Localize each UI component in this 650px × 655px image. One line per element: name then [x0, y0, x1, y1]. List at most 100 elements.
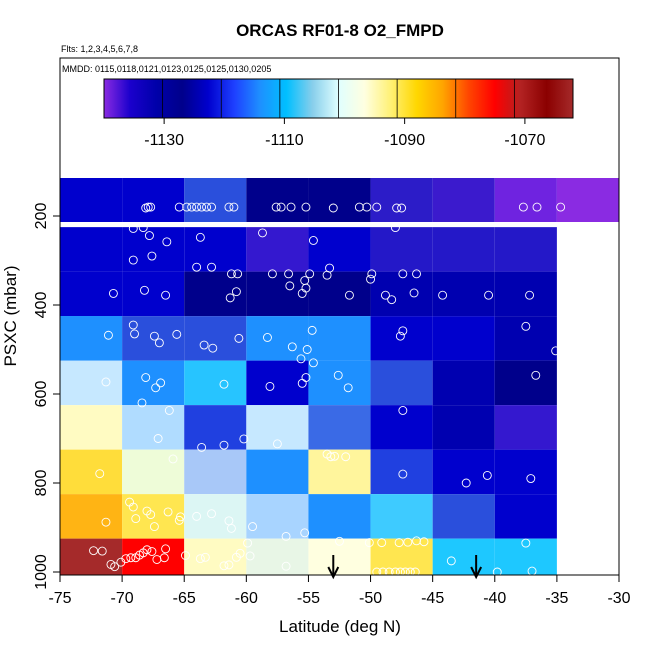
y-axis-label: PSXC (mbar)	[1, 265, 20, 366]
heatmap-cell	[494, 449, 557, 495]
x-tick-label: -65	[173, 590, 196, 607]
heatmap-cell	[246, 405, 309, 450]
heatmap-cell	[60, 449, 123, 495]
arrow-markers	[327, 555, 483, 580]
data-point	[531, 370, 541, 380]
data-point	[326, 452, 336, 462]
x-tick-label: -70	[111, 590, 134, 607]
data-point	[121, 554, 131, 564]
y-axis: 200 400 600 800 1000	[33, 203, 60, 590]
data-point	[207, 262, 217, 272]
data-point	[372, 202, 382, 212]
data-point	[521, 321, 531, 331]
x-tick-label: -60	[235, 590, 258, 607]
data-point	[398, 269, 408, 279]
heatmap-cell	[370, 360, 433, 406]
data-point	[378, 567, 388, 577]
data-point	[285, 281, 295, 291]
heatmap-cell	[494, 405, 557, 450]
data-point	[281, 561, 291, 571]
data-point	[229, 202, 239, 212]
data-point	[412, 536, 421, 546]
data-point	[137, 398, 147, 408]
data-point	[532, 202, 542, 212]
y-tick-label: 600	[33, 381, 50, 408]
y-tick-label: 200	[33, 203, 50, 230]
heatmap-cell	[494, 538, 557, 575]
data-point	[219, 440, 229, 450]
data-point	[243, 538, 253, 548]
y-tick-label: 400	[33, 292, 50, 319]
heatmap-cell	[246, 316, 309, 361]
heatmap-cell	[494, 178, 557, 222]
data-point	[192, 511, 202, 521]
data-point	[187, 202, 197, 212]
heatmap-cell	[370, 494, 433, 539]
data-point	[226, 269, 236, 279]
heatmap-cell	[184, 227, 247, 272]
heatmap-cell	[246, 178, 309, 222]
heatmap-cell	[246, 494, 309, 539]
heatmap-cell	[308, 271, 371, 317]
data-point	[192, 202, 202, 212]
data-point	[245, 551, 255, 561]
data-point	[335, 536, 344, 546]
heatmap-cell	[122, 405, 185, 450]
heatmap-cell	[370, 271, 433, 317]
data-point	[301, 283, 311, 293]
data-point	[97, 546, 107, 556]
data-point	[364, 538, 374, 548]
data-point	[403, 537, 413, 547]
data-point	[174, 515, 184, 525]
heatmap-cell	[246, 360, 309, 406]
arrow-marker	[470, 555, 483, 580]
data-point	[154, 338, 164, 348]
colorbar-tick-label: -1090	[384, 132, 425, 149]
plot-frame	[59, 57, 620, 576]
heatmap-cell	[370, 405, 433, 450]
heatmap-cell	[308, 316, 371, 361]
heatmap-cell	[370, 227, 433, 272]
data-point	[301, 202, 311, 212]
data-point	[276, 202, 286, 212]
data-point	[101, 377, 111, 387]
x-axis: -75 -70 -65 -60 -55 -50 -45 -40 -35 -30	[48, 575, 631, 607]
data-point	[377, 538, 387, 548]
data-point	[161, 544, 171, 554]
data-point	[151, 383, 161, 393]
data-point	[141, 373, 151, 382]
y-tick-label: 1000	[33, 554, 50, 590]
heatmap-cell	[308, 360, 371, 406]
data-point	[263, 333, 272, 342]
data-point	[146, 510, 156, 520]
data-point	[300, 528, 310, 538]
heatmap-cell	[184, 538, 247, 575]
data-point	[208, 343, 218, 353]
data-point	[235, 548, 245, 558]
data-point	[384, 567, 394, 577]
data-point	[234, 333, 244, 343]
colorbar: -1130 -1110 -1090 -1070	[103, 78, 574, 149]
data-point	[258, 228, 267, 238]
colorbar-tick-label: -1110	[265, 132, 304, 149]
x-tick-label: -55	[297, 590, 320, 607]
y-tick-label: 800	[33, 470, 50, 497]
data-point	[341, 452, 351, 462]
data-point	[128, 224, 138, 233]
data-point	[174, 202, 184, 212]
data-point	[482, 470, 492, 480]
data-point	[224, 202, 234, 212]
heatmap-cell	[184, 316, 247, 361]
heatmap-cell	[432, 271, 495, 317]
data-point	[161, 290, 171, 300]
heatmap-cell	[494, 227, 557, 272]
data-point	[521, 538, 531, 548]
heatmap-cell	[432, 178, 495, 222]
data-point	[163, 507, 173, 517]
x-tick-label: -35	[545, 590, 568, 607]
heatmap-cell	[60, 360, 123, 406]
data-point	[231, 287, 241, 297]
data-point	[141, 203, 151, 213]
heatmap-cell	[184, 360, 247, 406]
heatmap-cell	[432, 360, 495, 406]
